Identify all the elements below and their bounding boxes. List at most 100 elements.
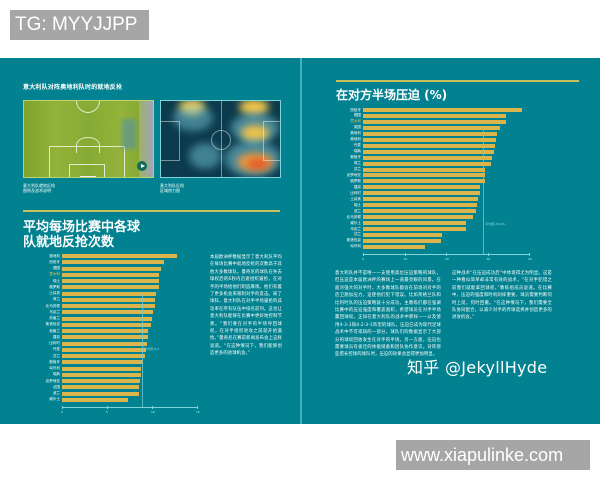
- x-tick: [363, 252, 364, 256]
- bar-label: 土耳其: [350, 196, 361, 201]
- bar-chart-high-press: 西班牙 德国 意大利 英国 奥地利 奥地利 丹麦 瑞典 葡萄牙 荷兰 芬兰 克罗地亚 俄罗斯 捷克 比利时土…: [302, 108, 542, 261]
- x-tick-label: 5: [106, 410, 108, 414]
- bar-label: 波兰: [353, 208, 361, 213]
- bar-label: 葡萄牙: [350, 155, 361, 160]
- bar: [363, 137, 496, 142]
- bar: [62, 354, 145, 358]
- bar-label: 捷克: [52, 334, 60, 339]
- bar-label: 奥地利: [350, 131, 361, 136]
- bar-label: 匈牙利: [350, 244, 361, 249]
- bar: [363, 232, 443, 237]
- x-tick: [107, 406, 108, 409]
- x-tick: [529, 252, 530, 256]
- body-text-right-col1: 意大利队并不是唯一一支使用高位压迫策略的球队，但压迫是本届欧洲杯的赛场上一道最亮…: [335, 271, 441, 358]
- bar: [62, 272, 160, 277]
- play-icon[interactable]: [137, 161, 147, 171]
- bar-label: 克罗地亚: [45, 378, 60, 383]
- bar: [363, 185, 481, 190]
- heatmap: [160, 100, 281, 178]
- bar: [62, 366, 142, 371]
- bar-label: 瑞士: [52, 278, 60, 283]
- section-rule: [23, 210, 280, 212]
- bar-label: 德国: [52, 266, 60, 270]
- x-tick-label: 0: [61, 410, 63, 414]
- bar: [62, 322, 152, 327]
- bar: [363, 119, 506, 124]
- x-tick: [404, 252, 406, 256]
- bar-label: 荷兰: [52, 297, 60, 302]
- x-tick-label: 15: [196, 410, 200, 414]
- bar-label: 意大利: [49, 272, 60, 277]
- x-tick: [197, 406, 198, 409]
- bar-label: 比利时: [49, 341, 60, 345]
- watermark-top: TG: MYYJJPP: [10, 10, 149, 40]
- average-line: [483, 128, 485, 254]
- bar: [62, 279, 160, 283]
- bar-label: 比利时: [350, 190, 361, 195]
- bar: [363, 108, 522, 112]
- body-text-right-col2: 这种战术“在压迫成功后”中体现得尤为明显。这是一种看似简单却非常有效的战术，“在…: [452, 271, 552, 321]
- chart-title-right: 在对方半场压迫 (%): [336, 88, 448, 102]
- bar: [62, 254, 178, 258]
- zhihu-watermark: 知乎 @JekyllHyde: [407, 358, 548, 377]
- bar: [62, 329, 149, 333]
- bar: [62, 335, 148, 340]
- bar: [62, 304, 155, 308]
- bar-label: 威尔士: [350, 220, 361, 225]
- bar-label: 俄罗斯: [350, 178, 361, 183]
- x-tick: [487, 252, 489, 256]
- right-page: 在对方半场压迫 (%) 西班牙 德国 意大利 英国 奥地利 奥地利 丹麦 瑞典 葡萄牙 荷兰 芬兰克…: [302, 58, 600, 424]
- bar: [62, 397, 128, 402]
- bar-label: 丹麦: [353, 143, 361, 148]
- bar: [62, 260, 164, 265]
- bar-label: 意大利: [350, 119, 361, 124]
- photo-caption: 意大利队就地反抢 图例及战术说明: [23, 183, 55, 193]
- figure-caption: 意大利队对阵奥地利队时的就地反抢: [23, 84, 123, 91]
- bar-label: 北马其顿: [346, 214, 361, 219]
- bar-label: 斯洛伐克: [45, 322, 60, 327]
- bar: [363, 173, 485, 178]
- body-text-left: 本届欧洲杯数据显示了意大利队平均在每场比赛中就地反抢的次数高于其他大多数球队。曼…: [210, 255, 282, 357]
- bar: [62, 379, 141, 383]
- pitch-photo: [23, 100, 154, 178]
- page-spine: [300, 58, 302, 424]
- x-tick: [152, 406, 153, 409]
- bar: [62, 385, 140, 390]
- bar: [363, 191, 480, 196]
- x-tick-label: 40: [528, 256, 532, 261]
- bar-label: 匈牙利: [49, 366, 60, 370]
- bar-label: 瑞士: [353, 202, 361, 207]
- bar: [363, 227, 467, 231]
- bar-chart-counterpress: 奥地利 西班牙 德国 意大利 瑞士 俄罗斯 土耳其 荷兰 北马其顿 乌克兰 苏格兰 斯洛伐克 英格兰 捷克…: [0, 254, 200, 415]
- x-tick-label: 20: [445, 256, 449, 261]
- bar: [62, 310, 153, 315]
- average-label: 平均值 8.9: [144, 347, 159, 351]
- bar-label: 乌克兰: [350, 226, 361, 231]
- bar-label: 德国: [353, 113, 361, 118]
- bar-label: 斯洛伐克: [346, 238, 361, 243]
- x-axis: [62, 407, 197, 408]
- bar-label: 瑞典: [353, 149, 361, 154]
- bar: [363, 238, 442, 243]
- bar-label: 北马其顿: [45, 303, 60, 308]
- bar: [62, 372, 142, 377]
- left-page: 意大利队对阵奥地利队时的就地反抢 意大: [0, 58, 300, 424]
- bar-label: 波兰: [52, 391, 60, 395]
- x-tick: [446, 252, 447, 256]
- chart-title-left: 平均每场比赛中各球队就地反抢次数: [23, 220, 141, 250]
- x-tick: [62, 406, 63, 409]
- bar: [363, 244, 426, 249]
- bar: [62, 391, 139, 396]
- bar: [363, 113, 507, 118]
- bar: [62, 297, 155, 302]
- bar: [62, 285, 160, 290]
- heatmap-caption: 意大利队反抢 区域热力图: [160, 183, 184, 193]
- bar-label: 瑞典: [52, 372, 60, 377]
- bar: [62, 291, 156, 296]
- bar-label: 英格兰: [49, 328, 60, 333]
- bar-label: 丹麦: [52, 347, 60, 352]
- bar: [363, 161, 491, 166]
- bar-label: 俄罗斯: [49, 284, 60, 289]
- bar: [363, 143, 495, 148]
- bar: [363, 179, 485, 184]
